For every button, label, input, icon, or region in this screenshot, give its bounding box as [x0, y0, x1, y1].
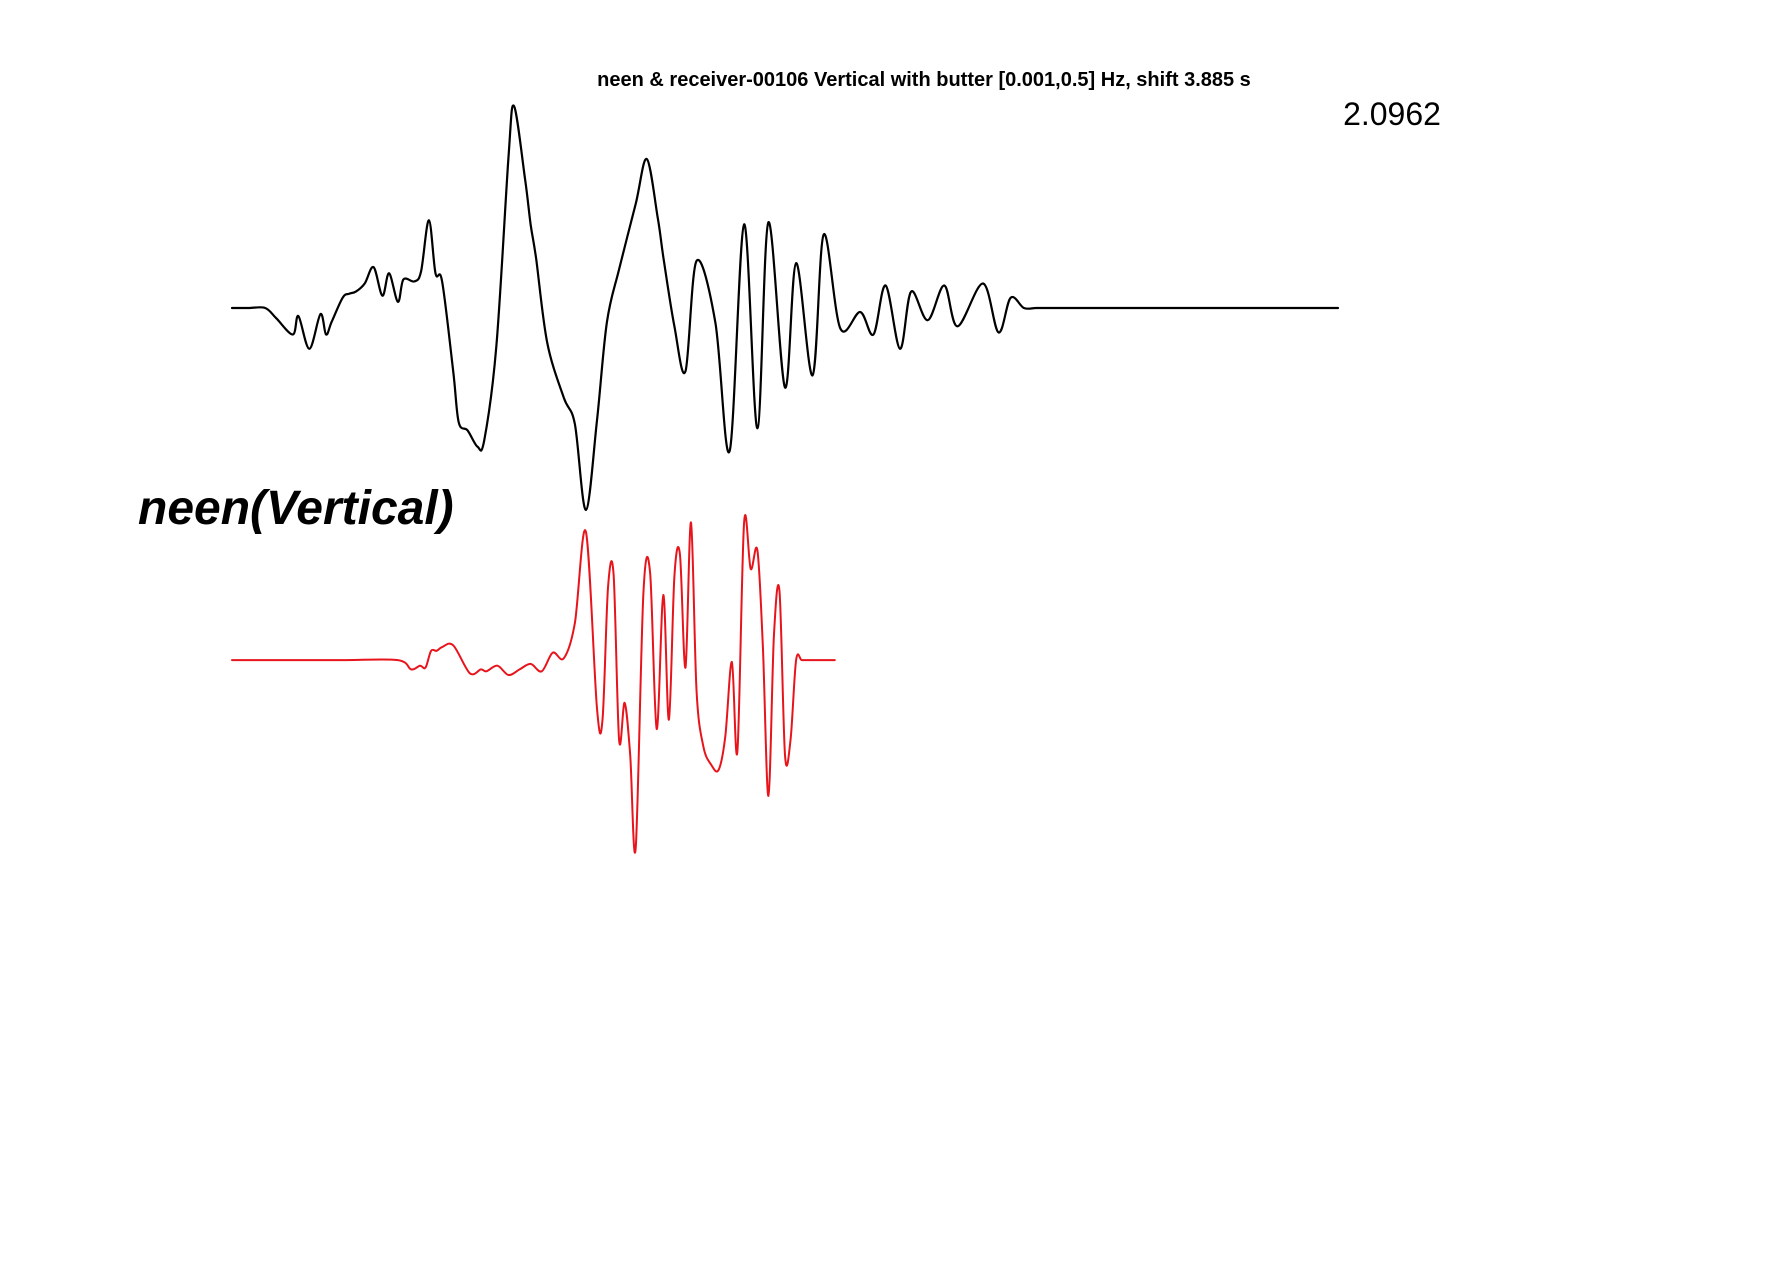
- trace-bottom-line: [231, 514, 836, 854]
- chart-title: neen & receiver-00106 Vertical with butt…: [597, 69, 1251, 91]
- trace-layer: [230, 104, 1340, 854]
- trace-top-line: [230, 104, 1340, 512]
- amplitude-scale-label: 2.0962: [1343, 96, 1441, 132]
- station-label: neen(Vertical): [138, 482, 454, 535]
